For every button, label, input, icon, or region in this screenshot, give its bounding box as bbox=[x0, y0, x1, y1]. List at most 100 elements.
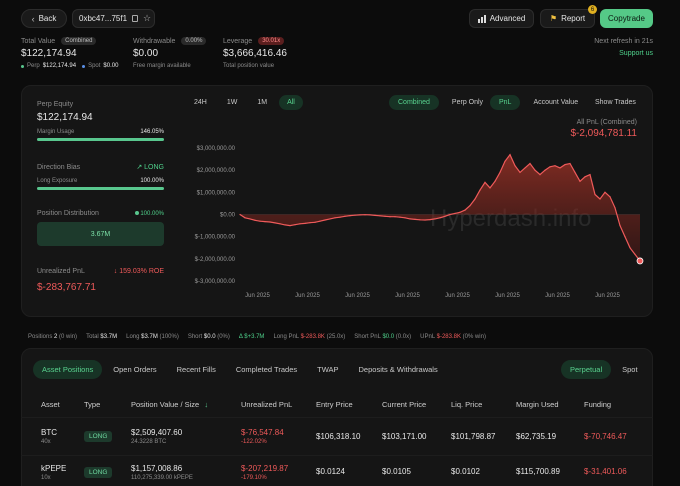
tab-deposits-withdrawals[interactable]: Deposits & Withdrawals bbox=[358, 365, 438, 374]
pnl-point bbox=[494, 180, 496, 182]
pnl-point bbox=[544, 169, 546, 171]
funding: $-70,746.47 bbox=[584, 432, 627, 441]
perp-equity-block: Perp Equity $122,174.94 Margin Usage 146… bbox=[37, 101, 164, 141]
pnl-point bbox=[574, 171, 576, 173]
delta-icon: Δ bbox=[238, 334, 243, 340]
pnl-chart: Hyperdash.info $3,000,000.00$2,000,000.0… bbox=[195, 146, 644, 299]
x-tick-label: Jun 2025 bbox=[545, 293, 570, 299]
pnl-point bbox=[429, 218, 431, 221]
y-tick-label: $-3,000,000.00 bbox=[195, 279, 236, 285]
tab-perpetual[interactable]: Perpetual bbox=[561, 360, 612, 379]
pnl-point bbox=[634, 253, 636, 255]
range-tabs: 24H 1W 1M All bbox=[186, 95, 303, 110]
pnl-end-marker[interactable] bbox=[636, 257, 644, 265]
pnl-point bbox=[374, 214, 376, 216]
header-entry-price[interactable]: Entry Price bbox=[316, 400, 353, 409]
short-pnl-label: Short PnL bbox=[354, 334, 381, 340]
scope-tab-combined[interactable]: Combined bbox=[389, 95, 439, 110]
header-position-value[interactable]: Position Value / Size ↓ bbox=[131, 400, 208, 409]
perp-equity-value: $122,174.94 bbox=[37, 112, 93, 123]
pnl-point bbox=[509, 154, 511, 156]
margin-used: $62,735.19 bbox=[516, 432, 557, 441]
table-row[interactable] bbox=[21, 455, 653, 486]
y-tick-label: $1,000,000.00 bbox=[197, 190, 236, 196]
pnl-point bbox=[629, 247, 631, 249]
back-button[interactable]: ‹ Back bbox=[21, 9, 67, 28]
x-tick-label: Jun 2025 bbox=[595, 293, 620, 299]
perp-value: $122,174.94 bbox=[42, 63, 77, 69]
pnl-point bbox=[624, 236, 626, 238]
header-margin-used[interactable]: Margin Used bbox=[516, 400, 559, 409]
tab-completed-trades[interactable]: Completed Trades bbox=[235, 365, 298, 374]
range-tab-24h[interactable]: 24H bbox=[194, 99, 207, 106]
range-tab-1w[interactable]: 1W bbox=[226, 99, 238, 106]
advanced-button[interactable]: Advanced bbox=[469, 9, 534, 28]
support-link[interactable]: Support us bbox=[619, 50, 653, 57]
combined-badge: Combined bbox=[61, 37, 97, 45]
copytrade-button[interactable]: Copytrade bbox=[600, 9, 653, 28]
report-button[interactable]: ⚑ Report bbox=[540, 9, 595, 28]
tab-recent-fills[interactable]: Recent Fills bbox=[176, 365, 216, 374]
copy-icon[interactable] bbox=[132, 15, 139, 22]
pnl-point bbox=[249, 218, 251, 220]
scope-tab-perp-only[interactable]: Perp Only bbox=[451, 99, 484, 106]
x-tick-label: Jun 2025 bbox=[345, 293, 370, 299]
pnl-point bbox=[474, 198, 476, 200]
tab-asset-positions[interactable]: Asset Positions bbox=[33, 360, 103, 379]
pnl-point bbox=[599, 198, 601, 200]
pnl-point bbox=[479, 189, 481, 191]
pnl-point bbox=[519, 171, 521, 173]
y-tick-label: $-2,000,000.00 bbox=[195, 257, 236, 263]
tab-open-orders[interactable]: Open Orders bbox=[113, 365, 157, 374]
range-tab-1m[interactable]: 1M bbox=[257, 99, 268, 106]
header-current-price[interactable]: Current Price bbox=[382, 400, 427, 409]
direction-bias-value: LONG bbox=[144, 164, 164, 171]
leverage-block: Leverage 30.01x $3,666,416.46 Total posi… bbox=[223, 37, 323, 69]
metric-tab-pnl[interactable]: PnL bbox=[490, 95, 521, 110]
position-value: $2,509,407.60 bbox=[131, 428, 183, 437]
upnl-amount: $-207,219.87 bbox=[241, 464, 289, 473]
long-exposure-bar bbox=[37, 187, 164, 190]
leverage-value: $3,666,416.46 bbox=[223, 48, 287, 59]
pnl-point bbox=[604, 191, 606, 193]
metric-tabs: PnL Account Value bbox=[490, 95, 587, 110]
pnl-point bbox=[524, 167, 526, 169]
liq-price: $0.0102 bbox=[451, 467, 480, 476]
unrealized-pnl-value: $-283,767.71 bbox=[37, 282, 96, 293]
position-distribution-label: Position Distribution bbox=[37, 210, 99, 217]
header-liq-price[interactable]: Liq. Price bbox=[451, 400, 483, 409]
pnl-point bbox=[279, 223, 281, 225]
header-funding[interactable]: Funding bbox=[584, 400, 612, 409]
pnl-point bbox=[399, 216, 401, 218]
refresh-timer: Next refresh in 21s bbox=[594, 38, 653, 45]
short-pnl-value: $0.0 bbox=[382, 334, 395, 340]
distribution-bar: 3.67M bbox=[37, 222, 164, 246]
pnl-point bbox=[424, 219, 426, 221]
header-type[interactable]: Type bbox=[84, 400, 101, 409]
address-pill[interactable]: 0xbc47...75f1 ☆ bbox=[72, 9, 155, 28]
position-value: $1,157,008.86 bbox=[131, 464, 183, 473]
pnl-point bbox=[404, 217, 406, 219]
upnl-amount: $-76,547.84 bbox=[241, 428, 284, 437]
pnl-point bbox=[329, 218, 331, 220]
star-icon[interactable]: ☆ bbox=[143, 13, 152, 23]
show-trades-button[interactable]: Show Trades bbox=[595, 99, 636, 106]
long-pnl-value: $-283.8K bbox=[300, 334, 325, 340]
range-tab-all[interactable]: All bbox=[279, 95, 303, 110]
position-value-cell: $1,157,008.86 110,275,339.00 kPEPE bbox=[131, 464, 193, 481]
liq-price: $101,798.87 bbox=[451, 432, 496, 441]
delta-value: $+3.7M bbox=[244, 334, 265, 340]
header-asset[interactable]: Asset bbox=[41, 400, 60, 409]
pnl-point bbox=[434, 218, 436, 220]
long-exposure-value: 100.00% bbox=[140, 178, 164, 184]
positions-count: 2 bbox=[54, 334, 58, 340]
report-notification-badge: 6 bbox=[588, 5, 597, 14]
header-unrealized-pnl[interactable]: Unrealized PnL bbox=[241, 400, 293, 409]
pnl-point bbox=[324, 219, 326, 221]
entry-price: $0.0124 bbox=[316, 467, 345, 476]
tab-twap[interactable]: TWAP bbox=[317, 365, 339, 374]
tab-spot[interactable]: Spot bbox=[622, 365, 638, 374]
upnl-percent: -122.02% bbox=[241, 439, 267, 445]
metric-tab-account-value[interactable]: Account Value bbox=[533, 99, 579, 106]
table-row[interactable] bbox=[21, 417, 653, 453]
